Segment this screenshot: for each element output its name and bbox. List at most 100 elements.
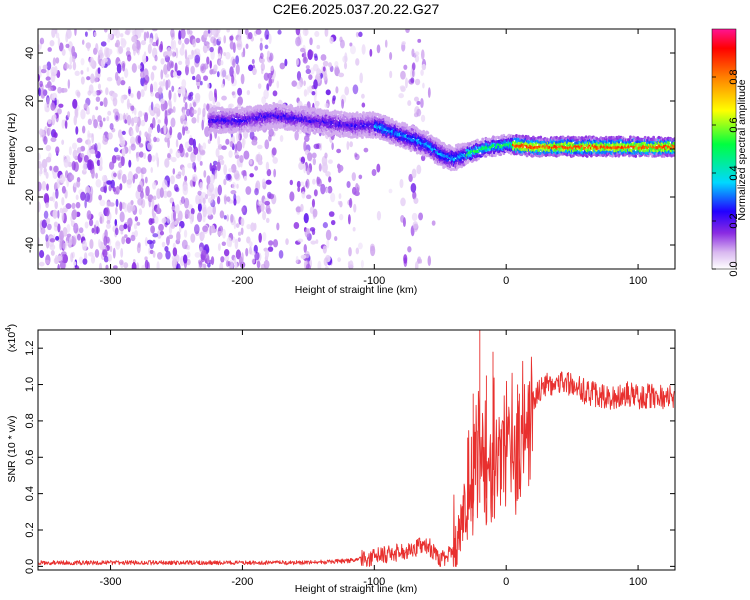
spectrogram-noise-cell — [306, 86, 310, 96]
spectrogram-noise-cell — [151, 198, 155, 209]
spectrogram-noise-cell — [268, 128, 274, 137]
spectrogram-noise-cell — [181, 86, 186, 98]
spectrogram-noise-cell — [213, 64, 218, 72]
spectrogram-noise-cell — [38, 86, 41, 97]
spectrogram-noise-cell — [262, 210, 267, 221]
spectrogram-noise-cell — [57, 37, 61, 47]
spectrogram-noise-cell — [322, 245, 327, 254]
spectrogram-noise-cell — [299, 47, 306, 53]
spectrogram-noise-cell — [140, 119, 146, 127]
spectrogram-noise-cell — [276, 222, 280, 231]
spectrogram-noise-cell — [172, 39, 177, 51]
spectrogram-noise-cell — [170, 29, 175, 38]
spectrogram-noise-cell — [160, 69, 164, 80]
spectrogram-noise-cell — [420, 98, 424, 109]
spectrogram-noise-cell — [225, 138, 230, 145]
spectrogram-noise-cell — [136, 262, 140, 269]
spectrogram-noise-cell — [358, 174, 363, 180]
spectrogram-noise-cell — [185, 64, 189, 76]
spectrogram-noise-cell — [109, 161, 115, 170]
spectrogram-noise-cell — [186, 244, 191, 251]
spectrogram-noise-cell — [324, 103, 329, 108]
spectrogram-noise-cell — [144, 112, 149, 123]
spectrogram-noise-cell — [199, 181, 203, 191]
spectrogram-signal-cell — [213, 130, 217, 134]
spectrogram-noise-cell — [176, 217, 180, 225]
spectrogram-noise-cell — [137, 184, 142, 193]
spectrogram-noise-cell — [230, 189, 237, 195]
spectrogram-noise-cell — [89, 149, 96, 155]
spectrogram-noise-cell — [188, 30, 193, 35]
spectrogram-noise-cell — [91, 168, 95, 179]
spectrogram-noise-cell — [131, 35, 137, 43]
spectrogram-noise-cell — [171, 61, 174, 69]
spectrogram-noise-cell — [183, 95, 186, 103]
spectrogram-noise-cell — [278, 250, 284, 259]
spectrogram-noise-cell — [46, 69, 50, 78]
spectrogram-noise-cell — [113, 147, 119, 153]
spectrogram-noise-cell — [243, 129, 249, 139]
spectrogram-noise-cell — [266, 83, 270, 92]
spectrogram-noise-cell — [64, 120, 68, 129]
spectrogram-noise-cell — [236, 132, 240, 142]
spectrogram-noise-cell — [164, 109, 168, 121]
spectrogram-noise-cell — [133, 107, 137, 116]
spectrogram-noise-cell — [336, 163, 341, 169]
spectrogram-noise-cell — [310, 67, 315, 75]
spectrogram-noise-cell — [47, 119, 52, 125]
spectrogram-noise-cell — [201, 249, 207, 256]
spectrogram-noise-cell — [156, 261, 160, 269]
spectrogram-noise-cell — [337, 257, 342, 263]
spectrogram-noise-cell — [411, 168, 417, 179]
spectrogram-noise-cell — [184, 141, 190, 149]
spectrogram-noise-cell — [322, 222, 328, 229]
spectrogram-noise-cell — [230, 213, 234, 223]
spectrogram-noise-cell — [223, 249, 230, 257]
spectrogram-noise-cell — [327, 185, 333, 194]
spectrogram-noise-cell — [222, 228, 226, 239]
spectrogram-noise-cell — [237, 231, 242, 236]
spectrogram-noise-cell — [157, 87, 163, 94]
spectrogram-signal-cell — [235, 106, 239, 110]
spectrogram-noise-cell — [182, 109, 186, 120]
spectrogram-noise-cell — [75, 126, 79, 135]
spectrogram-noise-cell — [109, 202, 115, 207]
spectrogram-noise-cell — [49, 165, 53, 171]
spectrogram-noise-cell — [384, 39, 388, 48]
spectrogram-noise-cell — [303, 140, 307, 152]
spectrogram-noise-cell — [427, 87, 431, 98]
spectrogram-noise-cell — [112, 186, 116, 192]
spectrogram-noise-cell — [285, 238, 289, 245]
spectrogram-noise-cell — [338, 193, 342, 200]
spectrogram-noise-cell — [320, 54, 327, 61]
spectrogram-noise-cell — [172, 247, 178, 257]
spectrogram-noise-cell — [371, 168, 377, 177]
spectrogram-noise-cell — [194, 54, 201, 64]
spectrogram-noise-cell — [228, 150, 233, 158]
spectrogram-noise-cell — [332, 95, 336, 102]
spectrogram-noise-cell — [165, 236, 170, 246]
spectrogram-signal-cell — [405, 123, 409, 127]
spectrogram-noise-cell — [94, 150, 99, 155]
spectrogram-noise-cell — [149, 249, 154, 255]
spectrogram-noise-cell — [192, 75, 196, 81]
spectrogram-noise-cell — [49, 238, 56, 243]
spectrogram-noise-cell — [191, 161, 197, 170]
spectrogram-noise-cell — [360, 259, 364, 269]
spectrogram-noise-cell — [376, 44, 381, 54]
spectrogram-noise-cell — [399, 85, 406, 90]
spectrogram-noise-cell — [99, 120, 103, 128]
spectrogram-noise-cell — [56, 255, 63, 262]
spectrogram-noise-cell — [172, 71, 177, 78]
spectrogram-noise-cell — [221, 145, 227, 151]
spectrogram-noise-cell — [236, 140, 243, 152]
spectrogram-noise-cell — [302, 56, 308, 64]
spectrogram-noise-cell — [80, 70, 84, 75]
spectrogram-noise-cell — [196, 113, 200, 124]
spectrogram-noise-cell — [300, 203, 304, 212]
spectrogram-noise-cell — [131, 63, 137, 73]
spectrogram-noise-cell — [177, 171, 182, 177]
spectrogram-noise-cell — [145, 185, 150, 197]
spectrogram-noise-cell — [99, 156, 103, 168]
spectrogram-signal-cell — [350, 135, 354, 139]
